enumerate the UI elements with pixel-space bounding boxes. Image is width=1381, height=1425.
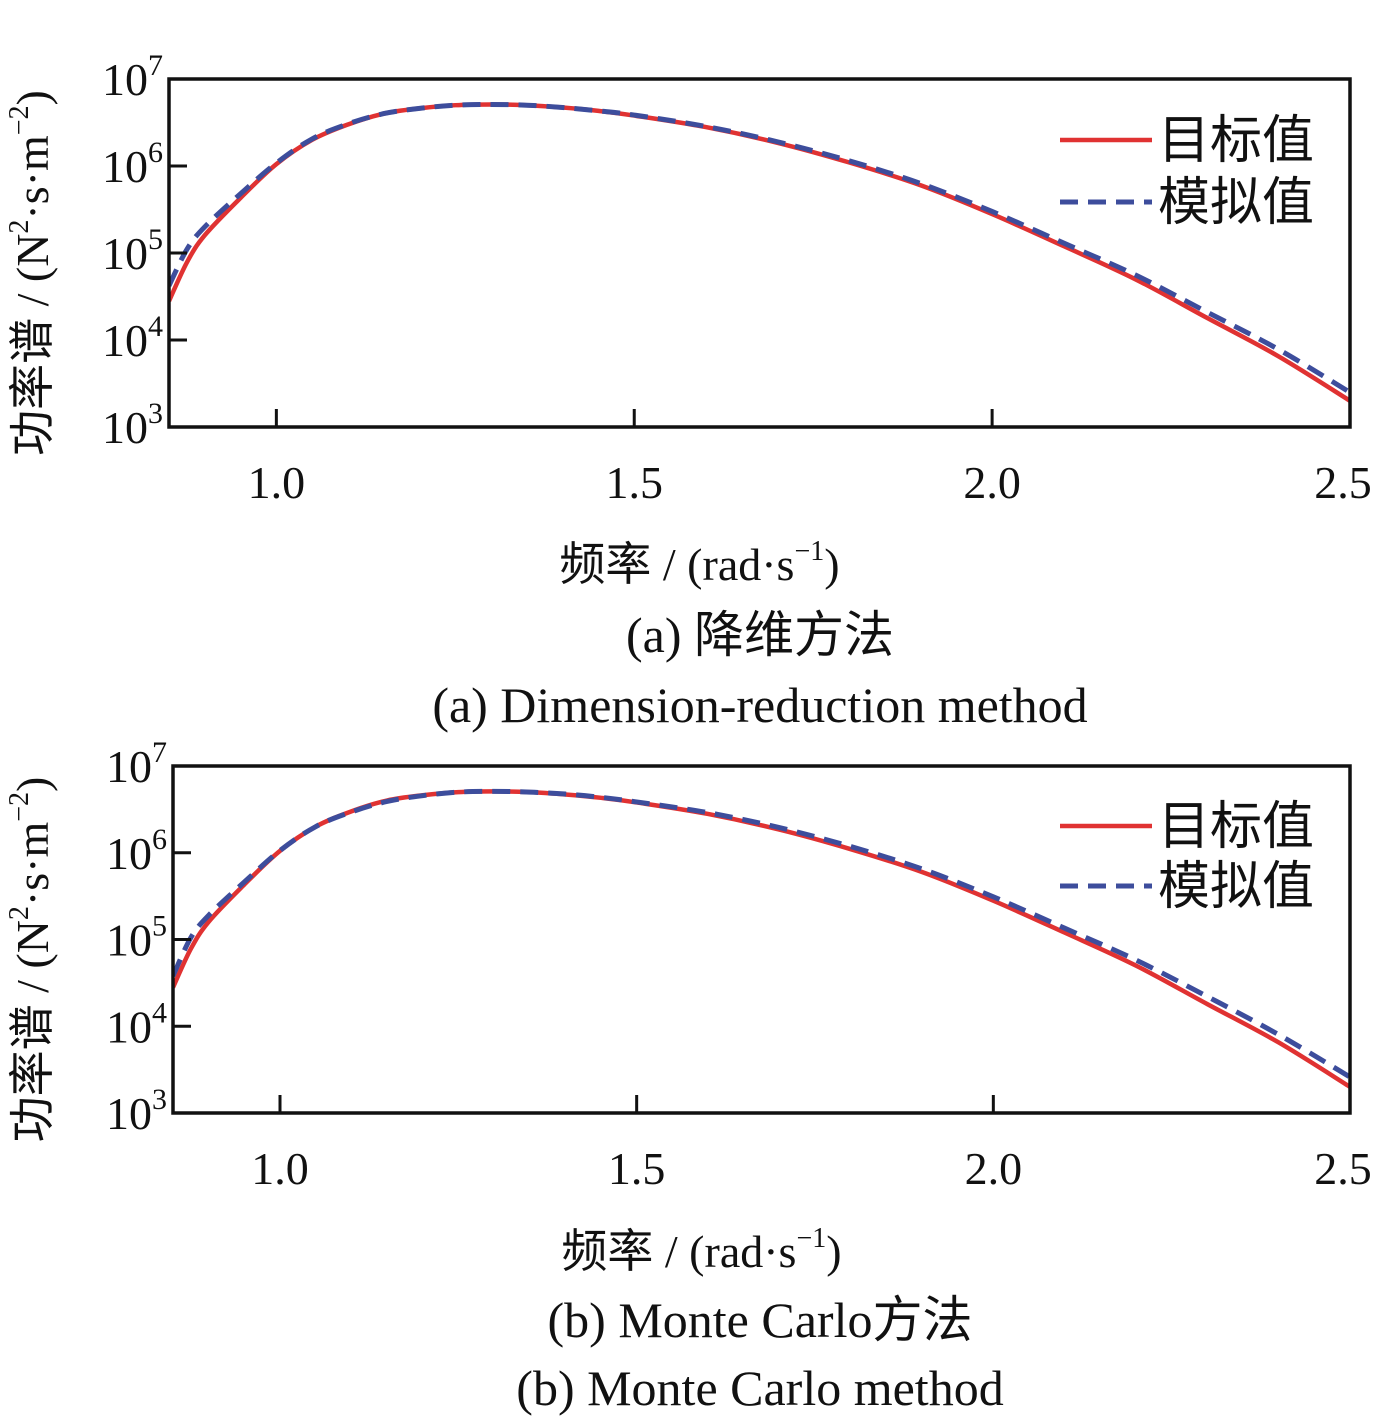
y-axis-title: 功率谱 / (N2·s·m−2)	[4, 777, 58, 1143]
x-tick-label: 1.0	[251, 1143, 309, 1194]
y-tick-label: 104	[106, 996, 167, 1052]
x-tick-label: 2.0	[963, 457, 1021, 508]
caption-en: (a) Dimension-reduction method	[432, 677, 1087, 733]
x-tick-label: 1.5	[605, 457, 663, 508]
x-tick-label: 2.5	[1314, 1143, 1372, 1194]
legend-label-target: 目标值	[1158, 799, 1314, 856]
chart-panel-b: 1.0 1.5 2.0 2.5 103 104 105 106 107 频率 / (rad·s−1…	[4, 736, 1372, 1416]
y-tick-label: 105	[106, 910, 167, 966]
x-tick-label: 1.5	[608, 1143, 666, 1194]
y-tick-label: 103	[102, 397, 163, 453]
x-tick-label: 1.0	[248, 457, 306, 508]
y-tick-label: 105	[102, 223, 163, 279]
caption-cn: (b) Monte Carlo方法	[548, 1292, 973, 1348]
legend-label-target: 目标值	[1158, 113, 1314, 170]
x-axis-title: 频率 / (rad·s−1)	[559, 536, 839, 590]
x-axis-title: 频率 / (rad·s−1)	[561, 1223, 841, 1277]
series-line-simulated	[169, 101, 1350, 395]
y-axis-title: 功率谱 / (N2·s·m−2)	[4, 90, 58, 456]
y-tick-label: 104	[102, 310, 163, 366]
chart-panel-a: 1.0 1.5 2.0 2.5 103 104 105 106 107 频率 / (rad·s−1…	[4, 49, 1372, 733]
caption-en: (b) Monte Carlo method	[516, 1360, 1003, 1416]
series-line-simulated	[173, 788, 1350, 1080]
x-tick-label: 2.0	[965, 1143, 1023, 1194]
x-tick-label: 2.5	[1314, 457, 1372, 508]
y-tick-label: 106	[106, 823, 167, 879]
caption-cn: (a) 降维方法	[626, 607, 894, 663]
legend-label-simulated: 模拟值	[1158, 859, 1314, 916]
y-tick-label: 107	[102, 49, 163, 105]
y-tick-label: 103	[106, 1083, 167, 1139]
legend-label-simulated: 模拟值	[1158, 175, 1314, 232]
y-tick-label: 106	[102, 136, 163, 192]
y-tick-label: 107	[106, 736, 167, 792]
